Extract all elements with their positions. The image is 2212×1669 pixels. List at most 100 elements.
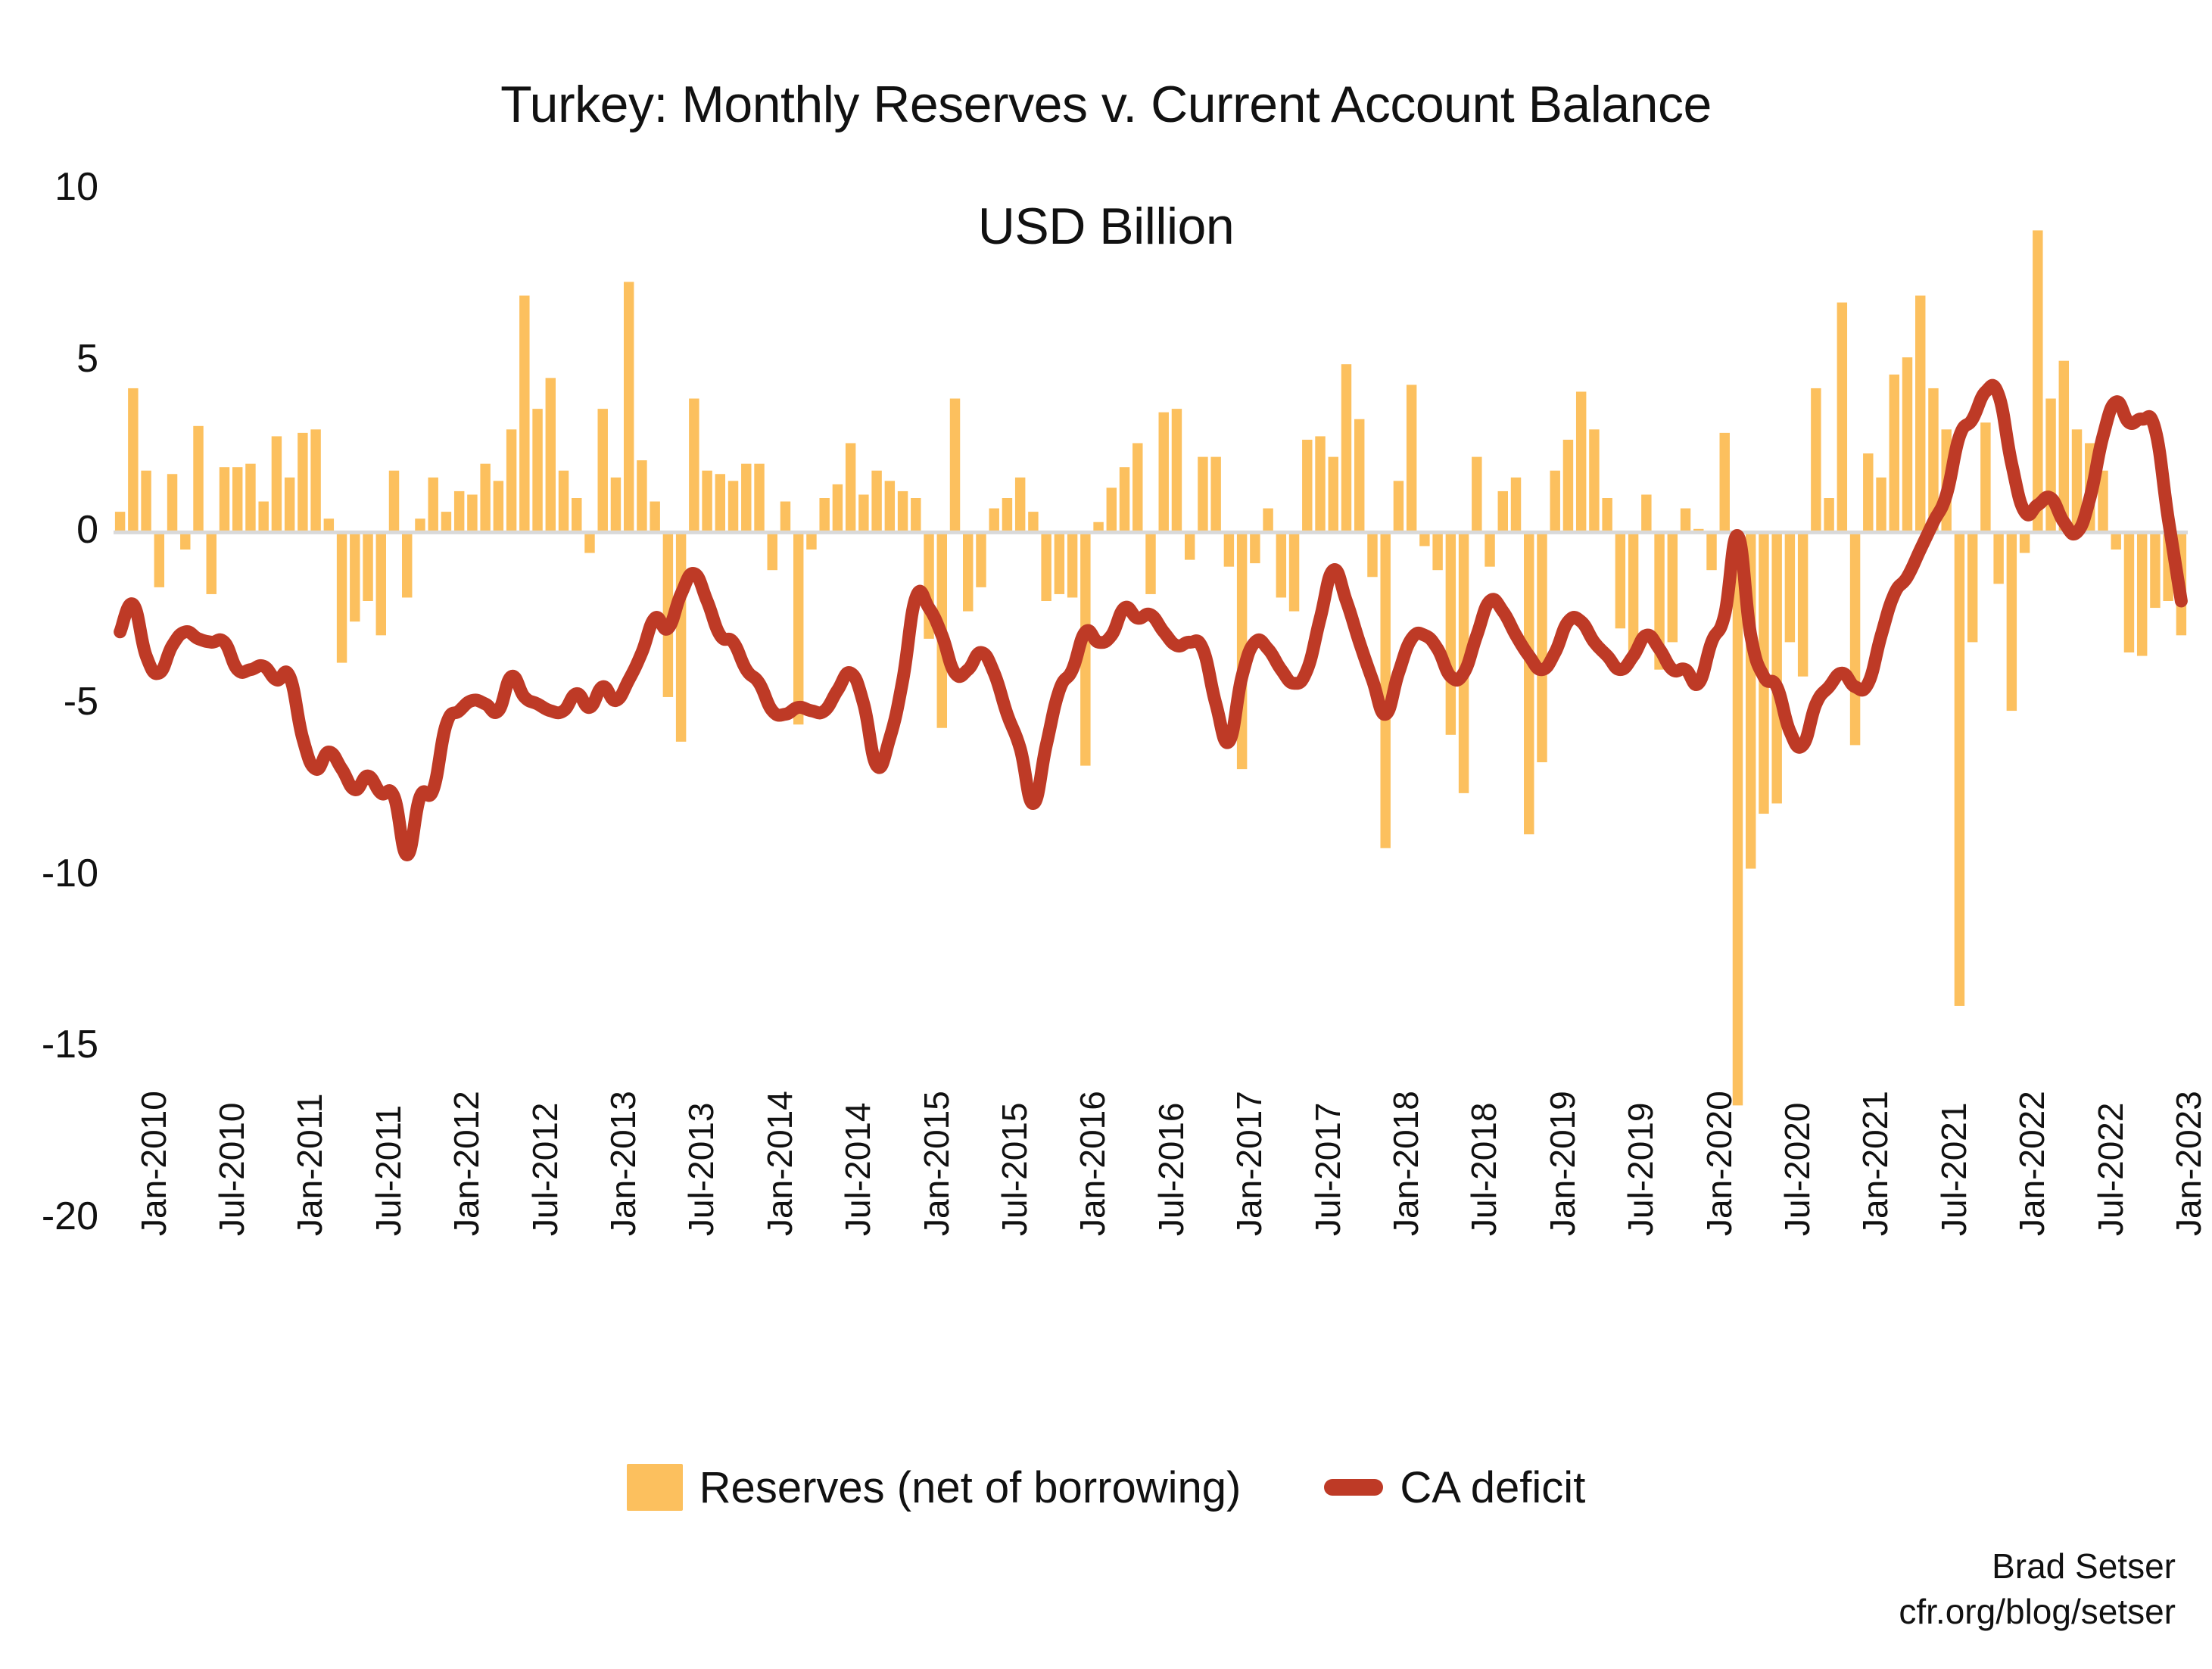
bar <box>193 425 204 533</box>
x-tick-label: Jan-2023 <box>2168 1091 2208 1236</box>
legend-label-reserves: Reserves (net of borrowing) <box>699 1462 1242 1512</box>
bar <box>1849 532 1861 746</box>
bar <box>1002 498 1013 533</box>
bar <box>1628 532 1639 652</box>
legend-line-swatch-icon <box>1324 1479 1384 1496</box>
bar <box>1641 494 1652 533</box>
bar <box>597 409 608 533</box>
bar <box>1680 508 1691 533</box>
x-tick-label: Jan-2022 <box>2012 1091 2052 1236</box>
credit-site: cfr.org/blog/setser <box>1899 1591 2176 1631</box>
bar <box>1341 364 1352 533</box>
bar <box>1472 456 1482 533</box>
bar <box>727 481 739 533</box>
bar <box>623 282 634 533</box>
x-tick-label: Jul-2016 <box>1151 1102 1191 1236</box>
x-tick-label: Jul-2019 <box>1621 1102 1661 1236</box>
bar <box>1615 532 1626 629</box>
bar <box>1041 532 1051 601</box>
bar <box>1119 467 1130 533</box>
bar <box>245 463 256 533</box>
bar <box>897 490 908 533</box>
bar <box>1393 481 1404 533</box>
bar <box>2071 429 2083 533</box>
bar <box>1575 391 1587 533</box>
legend-item-reserves: Reserves (net of borrowing) <box>626 1462 1242 1513</box>
bar <box>415 518 425 533</box>
bar <box>493 481 504 533</box>
bar <box>284 477 295 533</box>
x-tick-label: Jan-2019 <box>1542 1091 1582 1236</box>
bar <box>2033 230 2043 533</box>
bar <box>1276 532 1287 598</box>
x-tick-label: Jul-2018 <box>1464 1102 1504 1236</box>
bar <box>702 470 712 533</box>
bar <box>1993 532 2004 584</box>
x-tick-label: Jan-2016 <box>1073 1091 1113 1236</box>
bar <box>1367 532 1378 578</box>
bar <box>1562 439 1574 533</box>
bar <box>1080 532 1091 766</box>
bar <box>1876 477 1886 533</box>
bar <box>2019 532 2030 553</box>
bar <box>793 532 804 725</box>
bar <box>1719 432 1730 533</box>
chart-canvas <box>114 230 2188 1106</box>
bar <box>363 532 373 601</box>
bar <box>1250 532 1260 564</box>
x-tick-label: Jan-2015 <box>916 1091 956 1236</box>
bar <box>949 398 961 533</box>
bar <box>650 501 660 533</box>
x-tick-label: Jul-2020 <box>1777 1102 1817 1236</box>
bar-series <box>114 230 2187 1106</box>
bar <box>1328 456 1338 533</box>
x-tick-label: Jul-2017 <box>1307 1102 1347 1236</box>
bar <box>845 443 856 533</box>
credit-author: Brad Setser <box>1992 1546 2176 1586</box>
bar <box>584 532 595 553</box>
bar <box>1054 532 1065 594</box>
bar <box>1863 453 1874 533</box>
bar <box>715 474 726 533</box>
x-tick-label: Jan-2013 <box>603 1091 643 1236</box>
bar <box>219 467 230 533</box>
bar <box>1784 532 1796 643</box>
bar <box>1732 532 1743 1106</box>
bar <box>689 398 699 533</box>
bar <box>1028 512 1039 533</box>
bar <box>1145 532 1156 594</box>
bar <box>402 532 413 598</box>
chart-legend: Reserves (net of borrowing) CA deficit <box>0 1446 2212 1529</box>
bar <box>206 532 217 594</box>
bar <box>1954 532 1965 1006</box>
bar <box>180 532 191 550</box>
bar <box>1889 374 1899 533</box>
bar <box>1811 388 1821 533</box>
bar <box>1980 422 1991 533</box>
bar <box>453 490 465 533</box>
bar <box>1589 429 1600 533</box>
bar <box>1667 532 1678 643</box>
bar <box>545 378 556 533</box>
bar <box>114 512 126 533</box>
bar <box>911 498 921 533</box>
bar <box>1824 498 1834 533</box>
x-tick-label: Jul-2015 <box>994 1102 1034 1236</box>
bar <box>232 467 243 533</box>
bar <box>1406 385 1417 533</box>
bar <box>167 474 178 533</box>
bar <box>506 429 517 533</box>
bar <box>780 501 791 533</box>
bar <box>1419 532 1430 546</box>
bar <box>1288 532 1300 612</box>
legend-bar-swatch-icon <box>626 1464 683 1511</box>
bar <box>741 463 752 533</box>
bar <box>806 532 817 550</box>
y-tick-label: -20 <box>41 1194 98 1238</box>
bar <box>428 477 438 533</box>
y-tick-label: -5 <box>63 680 98 724</box>
chart-title-line1: Turkey: Monthly Reserves v. Current Acco… <box>500 76 1712 134</box>
bar <box>141 470 151 533</box>
bar <box>388 470 400 533</box>
bar <box>675 532 687 742</box>
